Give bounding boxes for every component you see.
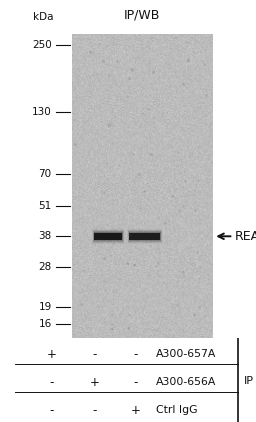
Text: A300-656A: A300-656A (156, 377, 217, 387)
Bar (94, 232, 123, 241)
Text: 130: 130 (32, 106, 52, 116)
Bar (129, 231, 161, 241)
Bar (93, 230, 124, 242)
Bar (93, 232, 123, 241)
Bar (127, 228, 163, 244)
Bar (93, 231, 123, 242)
Bar (128, 230, 162, 242)
Bar (129, 232, 161, 241)
Text: +: + (46, 348, 56, 361)
Text: +: + (90, 376, 100, 389)
Text: A300-657A: A300-657A (156, 349, 217, 360)
Bar (130, 233, 160, 240)
Bar (92, 229, 124, 243)
Bar (92, 229, 124, 243)
Bar (128, 230, 162, 243)
Bar (128, 230, 162, 243)
Text: 70: 70 (38, 169, 52, 179)
Bar (129, 232, 161, 241)
Bar (93, 230, 124, 243)
Text: +: + (131, 404, 141, 417)
Text: -: - (92, 348, 97, 361)
Bar (127, 229, 162, 244)
Bar (128, 229, 162, 243)
Text: IP/WB: IP/WB (124, 8, 160, 22)
Bar (129, 231, 161, 242)
Text: -: - (133, 376, 138, 389)
Bar (129, 231, 161, 241)
Text: -: - (92, 404, 97, 417)
Bar (93, 230, 124, 243)
Text: 28: 28 (38, 262, 52, 272)
Bar (129, 233, 161, 240)
Text: IP: IP (243, 376, 253, 387)
Bar (129, 232, 161, 241)
Text: 16: 16 (38, 319, 52, 329)
Bar (93, 230, 124, 243)
Bar (127, 229, 162, 243)
Text: Ctrl IgG: Ctrl IgG (156, 405, 198, 415)
Text: 19: 19 (38, 302, 52, 311)
Bar (128, 230, 162, 243)
Bar (92, 228, 124, 244)
Bar (94, 232, 123, 241)
Text: REA: REA (235, 230, 256, 243)
Text: 51: 51 (38, 201, 52, 211)
Text: kDa: kDa (33, 12, 53, 22)
Bar (130, 233, 160, 240)
Bar (94, 232, 123, 241)
Bar (94, 233, 123, 240)
Text: -: - (133, 348, 138, 361)
Bar (128, 230, 162, 242)
Bar (127, 229, 162, 244)
Bar (93, 231, 123, 241)
Bar (92, 229, 124, 244)
Bar (94, 233, 122, 240)
Bar (129, 233, 161, 240)
Bar (92, 229, 124, 244)
Text: -: - (49, 404, 54, 417)
Text: -: - (49, 376, 54, 389)
Bar (93, 231, 123, 241)
Bar (94, 233, 122, 240)
Bar (129, 232, 161, 241)
Bar (94, 233, 122, 240)
Bar (93, 230, 123, 242)
Text: 38: 38 (38, 231, 52, 241)
Text: 250: 250 (32, 40, 52, 50)
